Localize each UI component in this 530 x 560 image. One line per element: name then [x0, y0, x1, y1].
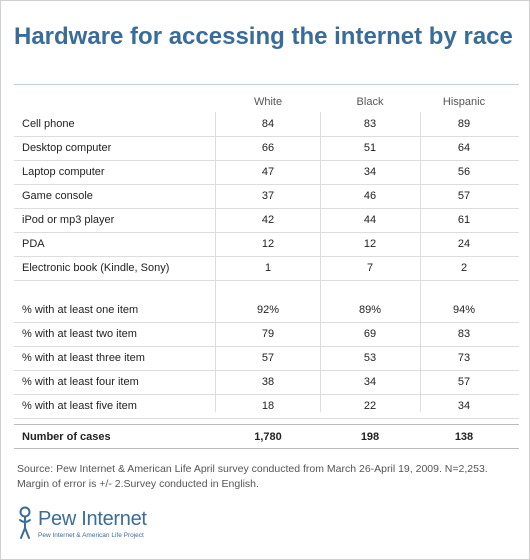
row-label: Game console [22, 190, 93, 202]
table-cell: 94% [452, 304, 476, 316]
pew-figure-icon [19, 506, 31, 539]
logo-name: Pew Internet [38, 508, 147, 530]
row-divider [14, 418, 519, 419]
column-divider [320, 112, 321, 412]
logo-subtitle: Pew Internet & American Life Project [38, 532, 144, 539]
table-cell: 66 [261, 142, 275, 154]
table-cell: 1 [264, 262, 272, 274]
table-cell: 37 [261, 190, 275, 202]
table-cell: 44 [363, 214, 377, 226]
row-label: Electronic book (Kindle, Sony) [22, 262, 170, 274]
row-label: % with at least five item [22, 400, 137, 412]
table-cell: 24 [457, 238, 471, 250]
row-divider [14, 280, 519, 281]
table-cell: 2 [460, 262, 468, 274]
table-cell: 73 [457, 352, 471, 364]
table-cell: 18 [261, 400, 275, 412]
table-cell: 38 [261, 376, 275, 388]
cases-divider-top [14, 424, 519, 425]
row-label: % with at least one item [22, 304, 139, 316]
column-divider [215, 112, 216, 412]
table-cell: 12 [261, 238, 275, 250]
table-cell: 57 [457, 190, 471, 202]
table-cell: 53 [363, 352, 377, 364]
table-cell: 34 [363, 376, 377, 388]
cases-label: Number of cases [22, 431, 111, 443]
table-cell: 61 [457, 214, 471, 226]
table-cell: 22 [363, 400, 377, 412]
row-label: % with at least two item [22, 328, 137, 340]
table-cell: 51 [363, 142, 377, 154]
column-header: Hispanic [442, 96, 486, 108]
table-cell: 7 [366, 262, 374, 274]
row-label: Laptop computer [22, 166, 105, 178]
title-divider [14, 84, 519, 85]
row-label: % with at least four item [22, 376, 139, 388]
column-divider [420, 112, 421, 412]
table-cell: 57 [457, 376, 471, 388]
table-cell: 69 [363, 328, 377, 340]
row-label: % with at least three item [22, 352, 145, 364]
row-label: iPod or mp3 player [22, 214, 115, 226]
table-cell: 84 [261, 118, 275, 130]
row-label: PDA [22, 238, 45, 250]
column-header: White [253, 96, 283, 108]
row-divider [14, 184, 519, 185]
table-cell: 12 [363, 238, 377, 250]
table-cell: 34 [363, 166, 377, 178]
cases-divider-bottom [14, 448, 519, 449]
table-cell: 56 [457, 166, 471, 178]
table-cell: 46 [363, 190, 377, 202]
table-cell: 83 [457, 328, 471, 340]
pew-internet-logo: Pew Internet Pew Internet & American Lif… [16, 506, 216, 546]
table-cell: 89% [358, 304, 382, 316]
row-divider [14, 136, 519, 137]
column-header: Black [356, 96, 384, 108]
row-label: Cell phone [22, 118, 75, 130]
row-divider [14, 370, 519, 371]
row-divider [14, 160, 519, 161]
row-divider [14, 346, 519, 347]
table-cell: 89 [457, 118, 471, 130]
chart-title: Hardware for accessing the internet by r… [14, 23, 513, 50]
table-cell: 79 [261, 328, 275, 340]
table-cell: 64 [457, 142, 471, 154]
row-label: Desktop computer [22, 142, 112, 154]
table-cell: 57 [261, 352, 275, 364]
row-divider [14, 208, 519, 209]
row-divider [14, 322, 519, 323]
row-divider [14, 394, 519, 395]
table-cell: 83 [363, 118, 377, 130]
cases-cell: 1,780 [254, 431, 282, 443]
cases-cell: 198 [360, 431, 380, 443]
source-note: Source: Pew Internet & American Life Apr… [17, 463, 488, 490]
table-cell: 42 [261, 214, 275, 226]
row-divider [14, 232, 519, 233]
table-cell: 34 [457, 400, 471, 412]
cases-cell: 138 [454, 431, 474, 443]
row-divider [14, 256, 519, 257]
table-cell: 92% [256, 304, 280, 316]
table-cell: 47 [261, 166, 275, 178]
